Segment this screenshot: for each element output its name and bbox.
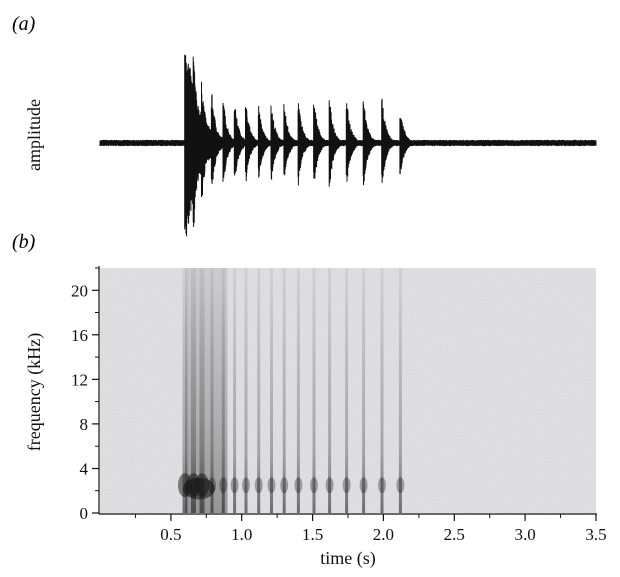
spectrogram-pulse	[191, 268, 196, 513]
spectrogram-pulse	[221, 268, 225, 513]
panel-b-label: (b)	[12, 231, 36, 253]
spectrogram-pulse	[257, 268, 261, 513]
spectrogram-low-band	[230, 477, 239, 494]
x-tick-label: 1.5	[302, 525, 323, 544]
x-tick-label: 3.5	[585, 525, 606, 544]
waveform-path	[99, 54, 597, 237]
y-tick-label: 16	[71, 326, 88, 345]
spectrogram-low-band	[294, 477, 303, 494]
spectrogram-pulse	[244, 268, 248, 513]
spectrogram-pulse	[282, 268, 286, 513]
y-tick-label: 0	[80, 504, 89, 523]
spectrogram-onset	[183, 477, 215, 500]
spectrogram-pulse	[182, 268, 188, 513]
spectrogram-pulse	[398, 268, 402, 513]
x-tick-label: 1.0	[231, 525, 252, 544]
y-tick-label: 12	[71, 370, 88, 389]
spectrogram-low-band	[219, 477, 228, 494]
spectrogram-low-band	[280, 477, 289, 494]
panel-b-spectrogram: (b) 0 4 8 12 16 20 0.5 1.0 1.5 2.0 2.5 3.0 3.5 freq…	[12, 231, 607, 569]
x-tick-label: 0.5	[160, 525, 181, 544]
spectrogram-low-band	[359, 477, 368, 494]
spectrogram-pulse	[199, 268, 205, 513]
spectrogram-low-band	[342, 477, 351, 494]
spectrogram-pulse	[210, 268, 214, 513]
spectrogram-pulse	[296, 268, 300, 513]
panel-a-label: (a)	[12, 13, 36, 35]
spectrogram-low-band	[254, 477, 263, 494]
amplitude-axis-label: amplitude	[24, 99, 44, 171]
spectrogram-low-band	[310, 477, 318, 494]
spectrogram-pulse	[270, 268, 273, 513]
spectrogram-low-band	[378, 477, 386, 494]
y-tick-label: 8	[80, 415, 89, 434]
frequency-axis-label: frequency (kHz)	[24, 333, 45, 451]
spectrogram-pulse	[328, 268, 332, 513]
spectrogram-low-band	[267, 477, 276, 494]
spectrogram-pulse	[345, 268, 349, 513]
waveform-trace	[99, 54, 597, 237]
x-tick-label: 2.0	[373, 525, 394, 544]
spectrogram-marks	[178, 268, 405, 513]
y-tick-label: 20	[71, 281, 88, 300]
x-axis-ticks: 0.5 1.0 1.5 2.0 2.5 3.0 3.5	[134, 514, 607, 544]
x-tick-label: 2.5	[444, 525, 465, 544]
spectrogram-pulse	[380, 268, 384, 513]
spectrogram-low-band	[396, 477, 405, 494]
spectrogram-pulse	[312, 268, 316, 513]
spectrogram-low-band	[325, 477, 334, 494]
spectrogram-pulse	[233, 268, 237, 513]
x-tick-label: 3.0	[514, 525, 535, 544]
y-axis-ticks: 0 4 8 12 16 20	[71, 267, 99, 523]
panel-a-waveform: (a) amplitude	[12, 13, 597, 237]
spectrogram-low-band	[242, 477, 250, 494]
y-tick-label: 4	[80, 460, 89, 479]
time-axis-label: time (s)	[320, 548, 376, 569]
spectrogram-pulse	[362, 268, 366, 513]
